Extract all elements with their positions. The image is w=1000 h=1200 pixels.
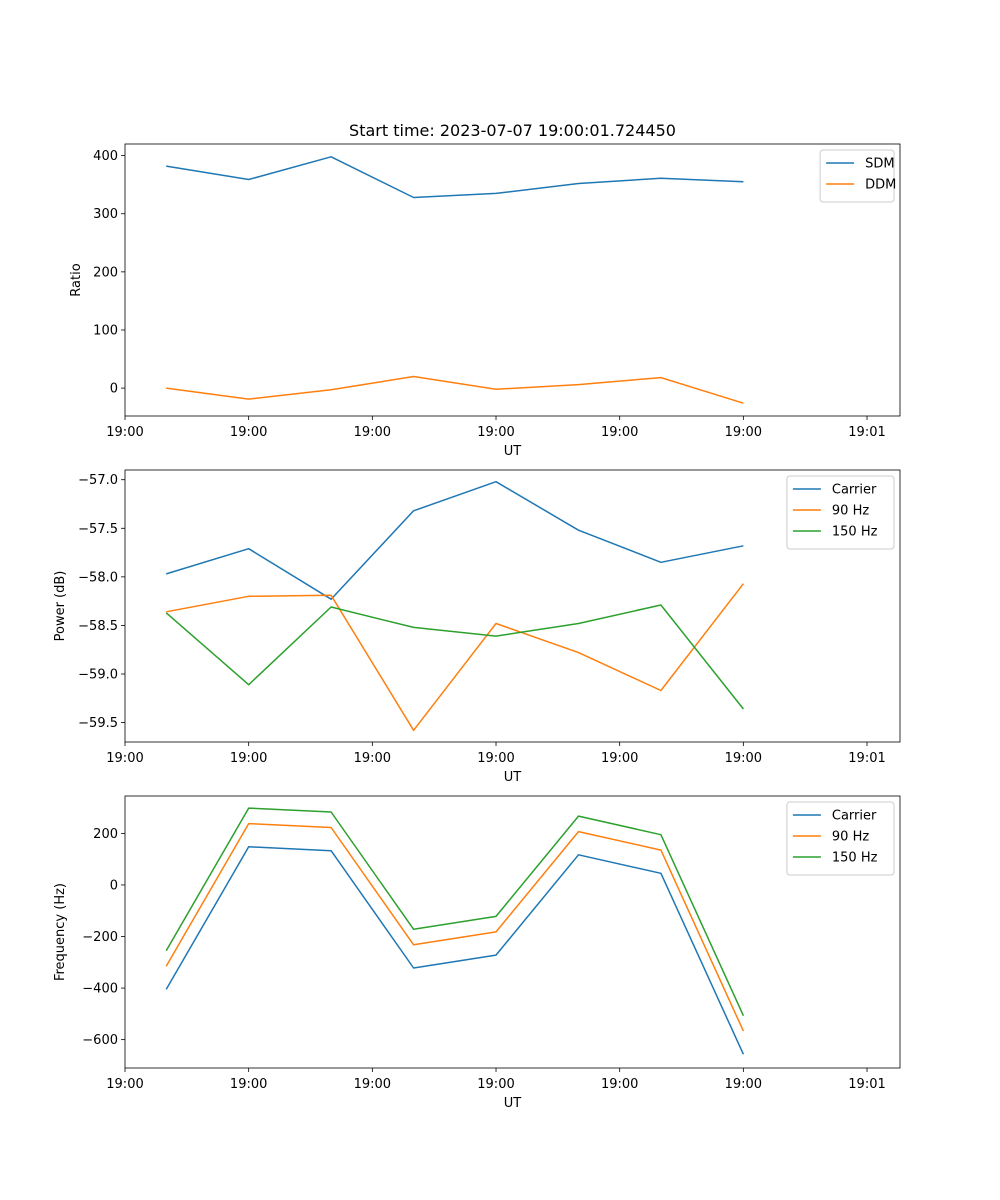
legend-label: 150 Hz — [832, 525, 878, 540]
x-tick-label: 19:01 — [848, 1077, 885, 1092]
x-axis-label: UT — [504, 1096, 522, 1111]
x-axis-label: UT — [504, 770, 522, 785]
y-tick-label: −600 — [82, 1033, 118, 1048]
series-line-90-hz — [165, 822, 745, 1032]
x-tick-label: 19:00 — [477, 751, 514, 766]
x-tick-label: 19:01 — [848, 425, 885, 440]
chart-panel-2: 19:00 19:00 19:00 19:00 19:00 19:00 19:01 −57.0… — [53, 469, 901, 785]
y-tick-label: 200 — [93, 265, 118, 280]
x-tick-label: 19:01 — [848, 751, 885, 766]
series-line-90-hz — [166, 583, 744, 732]
axes-frame — [124, 795, 901, 1069]
legend-label: SDM — [865, 157, 894, 172]
y-tick-label: −57.5 — [78, 522, 118, 537]
axes-frame — [124, 143, 901, 417]
y-tick-label: −59.5 — [78, 716, 118, 731]
series-line-ddm — [166, 375, 744, 404]
x-tick-label: 19:00 — [354, 425, 391, 440]
chart-panel-3: 19:00 19:00 19:00 19:00 19:00 19:00 19:01 200 0 −… — [53, 795, 901, 1111]
y-tick-label: −58.5 — [78, 619, 118, 634]
x-tick-label: 19:00 — [725, 425, 762, 440]
legend-label: Carrier — [832, 809, 877, 824]
x-axis-label: UT — [504, 444, 522, 459]
y-tick-label: −57.0 — [78, 473, 118, 488]
y-tick-label: −59.0 — [78, 668, 118, 683]
y-tick-label: 200 — [93, 827, 118, 842]
x-tick-label: 19:00 — [354, 1077, 391, 1092]
x-tick-label: 19:00 — [601, 425, 638, 440]
y-axis-label: Ratio — [69, 263, 84, 296]
y-tick-label: −58.0 — [78, 570, 118, 585]
axes-frame — [124, 469, 901, 743]
y-tick-label: 0 — [110, 382, 118, 397]
x-tick-label: 19:00 — [725, 1077, 762, 1092]
x-tick-label: 19:00 — [230, 425, 267, 440]
y-tick-label: 0 — [110, 878, 118, 893]
series-line-150-hz — [165, 604, 744, 710]
legend-label: 90 Hz — [832, 504, 869, 519]
y-tick-label: −200 — [82, 930, 118, 945]
legend-label: 90 Hz — [832, 830, 869, 845]
series-line-carrier — [165, 846, 745, 1055]
x-tick-label: 19:00 — [230, 751, 267, 766]
x-tick-label: 19:00 — [354, 751, 391, 766]
x-tick-label: 19:00 — [477, 425, 514, 440]
x-tick-label: 19:00 — [601, 1077, 638, 1092]
legend-label: DDM — [865, 178, 896, 193]
chart-panel-1: Start time: 2023-07-07 19:00:01.724450 19… — [69, 121, 901, 459]
series-line-150-hz — [165, 807, 745, 1017]
x-tick-label: 19:00 — [230, 1077, 267, 1092]
y-axis-label: Power (dB) — [53, 571, 68, 642]
series-line-sdm — [166, 156, 744, 199]
legend-label: 150 Hz — [832, 851, 878, 866]
y-tick-label: 300 — [93, 207, 118, 222]
legend-label: Carrier — [832, 483, 877, 498]
y-tick-label: −400 — [82, 982, 118, 997]
x-tick-label: 19:00 — [106, 425, 143, 440]
x-tick-label: 19:00 — [725, 751, 762, 766]
legend: Carrier 90 Hz 150 Hz — [786, 801, 895, 876]
legend: SDM DDM — [819, 149, 896, 203]
x-tick-label: 19:00 — [477, 1077, 514, 1092]
y-tick-label: 100 — [93, 323, 118, 338]
y-axis-label: Frequency (Hz) — [53, 883, 68, 981]
legend: Carrier 90 Hz 150 Hz — [786, 475, 895, 550]
x-tick-label: 19:00 — [106, 751, 143, 766]
series-line-carrier — [165, 480, 744, 600]
y-tick-label: 400 — [93, 149, 118, 164]
chart-title: Start time: 2023-07-07 19:00:01.724450 — [349, 121, 676, 140]
x-tick-label: 19:00 — [601, 751, 638, 766]
x-tick-label: 19:00 — [106, 1077, 143, 1092]
